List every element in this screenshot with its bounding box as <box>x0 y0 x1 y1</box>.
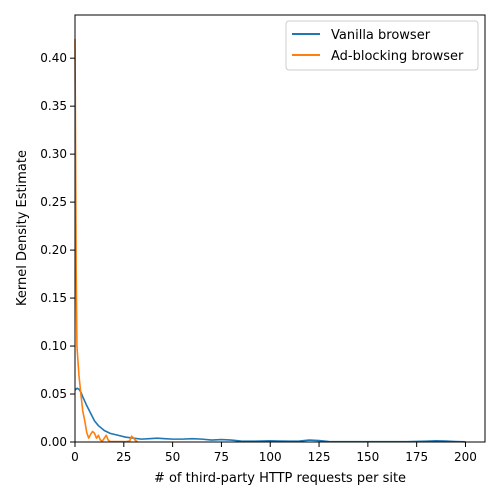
x-tick-label: 175 <box>405 450 428 464</box>
x-axis: 0 25 50 75 100 125 150 175 200 <box>71 442 477 464</box>
y-axis-label: Kernel Density Estimate <box>15 150 30 306</box>
x-tick-label: 0 <box>71 450 79 464</box>
x-tick-label: 75 <box>214 450 229 464</box>
plot-frame <box>74 14 486 443</box>
series-line-vanilla <box>74 387 466 443</box>
y-tick-label: 0.00 <box>40 435 67 449</box>
x-tick-label: 150 <box>356 450 379 464</box>
y-tick-label: 0.15 <box>40 291 67 305</box>
legend-label-vanilla: Vanilla browser <box>331 28 431 43</box>
plot-layer <box>74 38 466 443</box>
x-tick-label: 25 <box>116 450 131 464</box>
y-axis: 0.00 0.05 0.10 0.15 0.20 0.25 0.30 0.35 0.40 <box>40 51 75 449</box>
legend-label-adblock: Ad-blocking browser <box>331 49 464 64</box>
series-line-adblock <box>74 38 138 443</box>
y-tick-label: 0.10 <box>40 339 67 353</box>
x-axis-label: # of third-party HTTP requests per site <box>154 471 406 486</box>
y-tick-label: 0.25 <box>40 195 67 209</box>
y-tick-label: 0.35 <box>40 99 67 113</box>
x-tick-label: 125 <box>308 450 331 464</box>
legend-box <box>285 20 479 71</box>
x-tick-label: 100 <box>259 450 282 464</box>
y-tick-label: 0.30 <box>40 147 67 161</box>
x-tick-label: 200 <box>454 450 477 464</box>
x-tick-label: 50 <box>165 450 180 464</box>
y-tick-label: 0.05 <box>40 387 67 401</box>
legend: Vanilla browser Ad-blocking browser <box>285 20 479 71</box>
y-tick-label: 0.40 <box>40 51 67 65</box>
y-tick-label: 0.20 <box>40 243 67 257</box>
